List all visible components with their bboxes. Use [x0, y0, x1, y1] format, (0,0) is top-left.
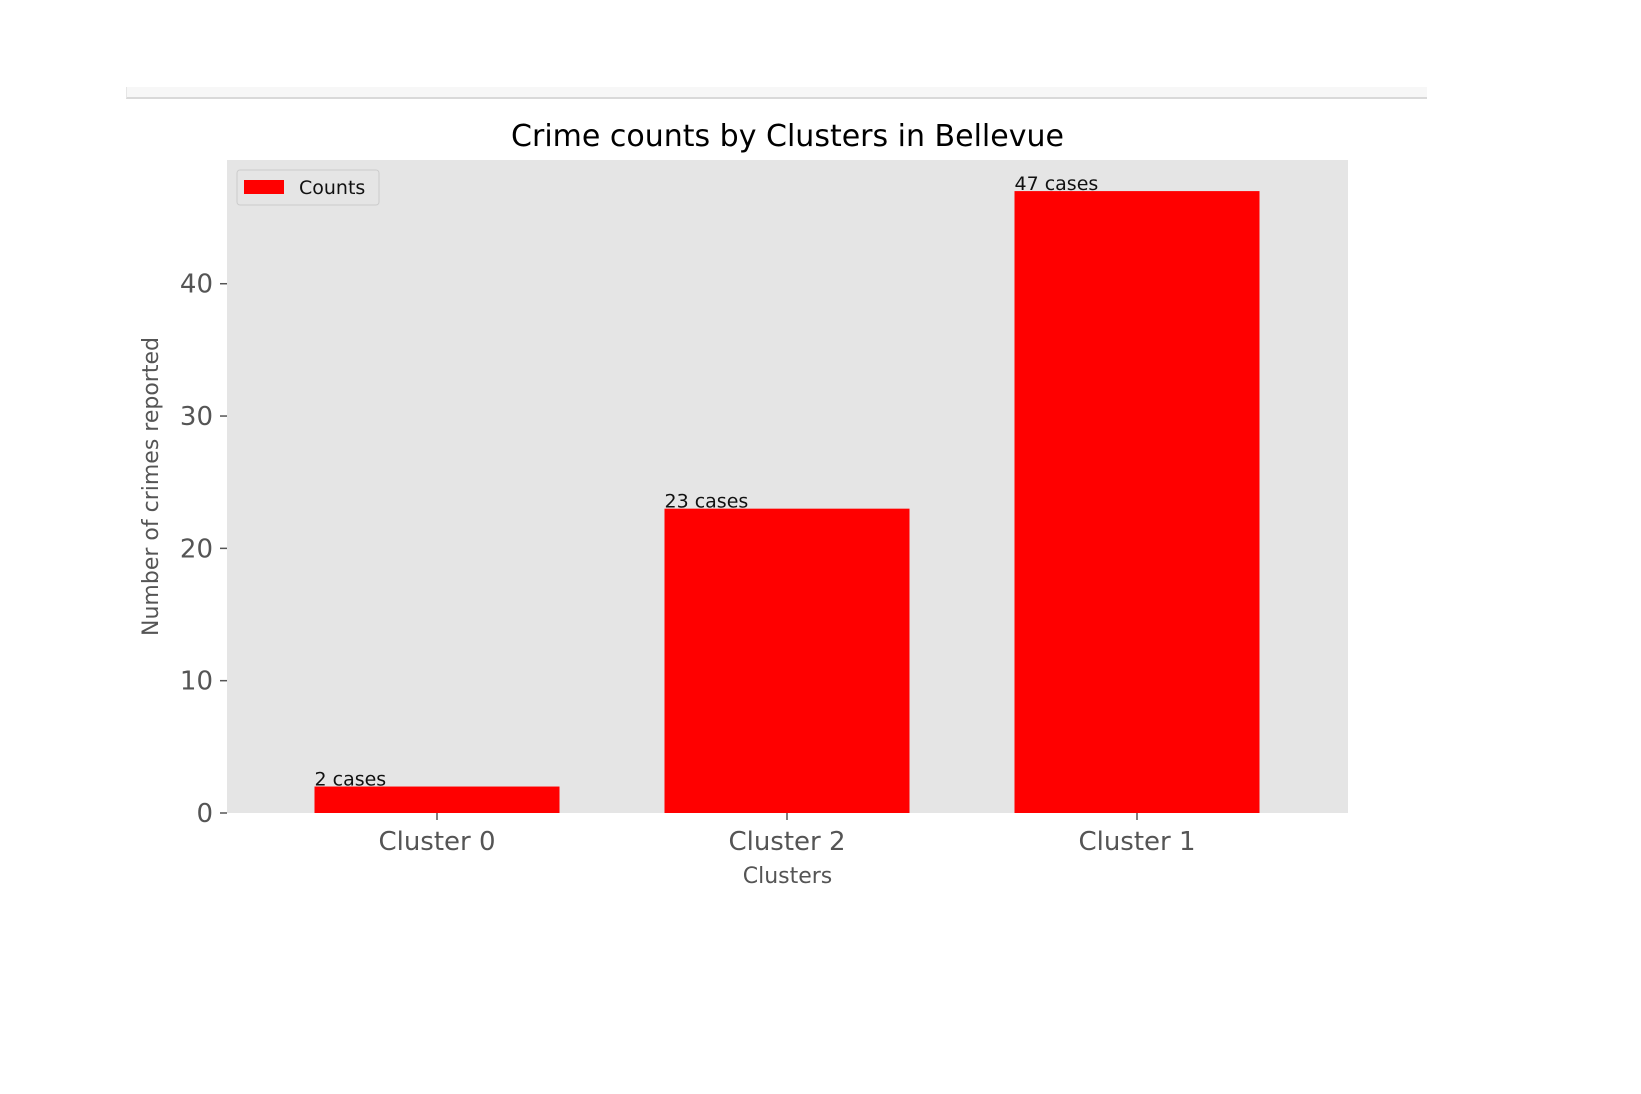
x-tick-label: Cluster 1 [1078, 827, 1195, 857]
data-labels-group: 2 cases 23 cases 47 cases [315, 173, 1099, 790]
y-tick-label: 20 [180, 534, 213, 564]
x-tick-label: Cluster 0 [378, 827, 495, 857]
y-tick-label: 0 [196, 799, 213, 829]
x-axis-label: Clusters [743, 864, 833, 889]
y-tick-label: 10 [180, 667, 213, 697]
y-tick-label: 40 [180, 270, 213, 300]
x-axis: Cluster 0 Cluster 2 Cluster 1 [378, 813, 1196, 857]
bar [1014, 191, 1260, 814]
y-axis-label: Number of crimes reported [139, 337, 164, 636]
bar-data-label: 2 cases [315, 769, 387, 791]
y-tick-label: 30 [180, 402, 213, 432]
legend: Counts [236, 169, 380, 206]
legend-swatch [244, 180, 284, 194]
bars-group [314, 191, 1260, 814]
bar-data-label: 47 cases [1015, 173, 1099, 195]
y-axis: 0 10 20 30 40 [180, 270, 227, 829]
chart-title: Crime counts by Clusters in Bellevue [511, 119, 1064, 154]
bar-data-label: 23 cases [665, 491, 749, 513]
notebook-output-divider [126, 87, 1427, 99]
legend-box [236, 169, 380, 206]
x-tick-label: Cluster 2 [728, 827, 845, 857]
bar [664, 508, 910, 813]
bar [314, 786, 560, 813]
legend-label: Counts [299, 177, 365, 199]
